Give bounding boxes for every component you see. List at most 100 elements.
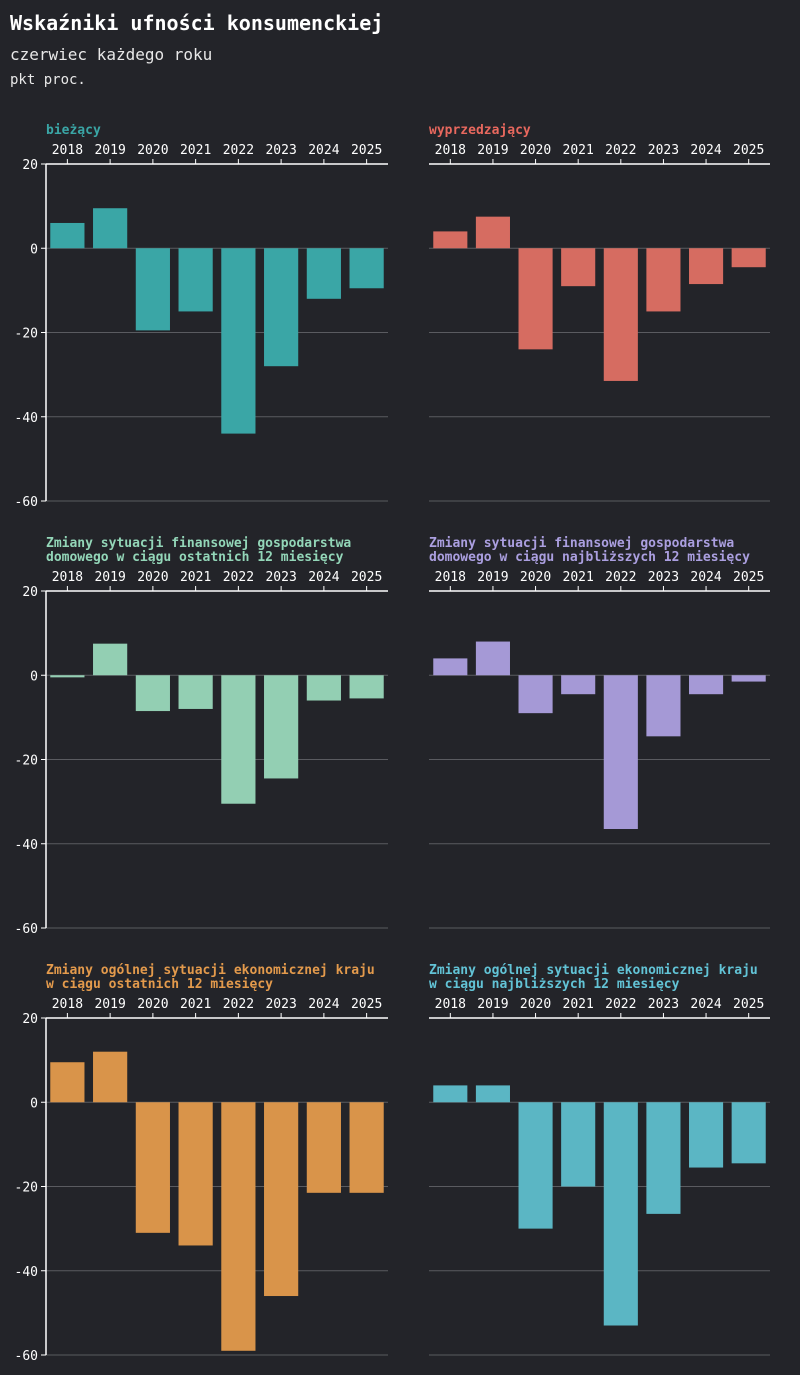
bar	[93, 208, 128, 249]
bar	[689, 675, 724, 695]
bar	[135, 1102, 170, 1233]
x-tick-label: 2019	[94, 997, 125, 1012]
x-tick-label: 2020	[520, 997, 551, 1012]
bar	[561, 1102, 596, 1187]
bar	[475, 1085, 510, 1103]
x-tick-label: 2018	[435, 570, 466, 585]
bar	[603, 675, 638, 830]
bar	[306, 248, 341, 299]
bar	[603, 248, 638, 381]
x-tick-label: 2018	[52, 570, 83, 585]
bar	[433, 1085, 468, 1103]
bar	[518, 248, 553, 350]
bar	[50, 222, 85, 249]
x-tick-label: 2018	[435, 997, 466, 1012]
x-tick-label: 2023	[648, 570, 679, 585]
unit-label: pkt proc.	[10, 72, 86, 88]
x-tick-label: 2022	[605, 997, 636, 1012]
x-tick-label: 2020	[520, 570, 551, 585]
panel-title: Zmiany sytuacji finansowej gospodarstwa	[46, 536, 351, 551]
chart-panel-4: 2018 2019 2020 2021 2022 2023 2024 2025 Zmiany s…	[429, 536, 770, 929]
bar	[221, 1102, 256, 1351]
panel-title: Zmiany ogólnej sytuacji ekonomicznej kra…	[429, 963, 758, 978]
chart-panel-2: 2018 2019 2020 2021 2022 2023 2024 2025 wyprzedz…	[429, 123, 770, 502]
bar	[561, 248, 596, 287]
bar	[646, 248, 681, 312]
y-tick-label: 20	[22, 585, 38, 600]
bar	[135, 248, 170, 331]
bar	[221, 675, 256, 804]
x-tick-label: 2021	[563, 570, 594, 585]
x-tick-label: 2023	[265, 570, 296, 585]
y-tick-label: 20	[22, 158, 38, 173]
x-tick-label: 2022	[223, 143, 254, 158]
x-tick-label: 2022	[223, 997, 254, 1012]
bar	[561, 675, 596, 695]
y-tick-label: -60	[15, 922, 38, 937]
x-tick-label: 2024	[308, 570, 339, 585]
bar	[518, 1102, 553, 1229]
x-tick-label: 2021	[180, 570, 211, 585]
bar	[518, 675, 553, 714]
bar	[689, 248, 724, 285]
bar	[221, 248, 256, 434]
chart-panel-5: 20 0 -20 -40 -60 2018 2019 2020 2021 2022 2023 2024…	[15, 963, 388, 1364]
x-tick-label: 2024	[690, 143, 721, 158]
bar	[264, 1102, 299, 1297]
x-tick-label: 2019	[477, 570, 508, 585]
panel-title: bieżący	[46, 123, 101, 138]
page-title: Wskaźniki ufności konsumenckiej	[10, 11, 384, 35]
chart-panel-6: 2018 2019 2020 2021 2022 2023 2024 2025 Zmiany o…	[429, 963, 770, 1356]
bar	[433, 658, 468, 676]
y-tick-label: 0	[30, 1096, 38, 1111]
chart-panel-3: 20 0 -20 -40 -60 2018 2019 2020 2021 2022 2023 2024…	[15, 536, 388, 937]
y-tick-label: -20	[15, 1181, 38, 1196]
bar	[349, 248, 384, 289]
x-tick-label: 2019	[94, 570, 125, 585]
bar	[475, 216, 510, 249]
bar	[646, 1102, 681, 1214]
x-tick-label: 2022	[605, 143, 636, 158]
bar	[433, 231, 468, 249]
x-tick-label: 2018	[52, 997, 83, 1012]
y-tick-label: -20	[15, 327, 38, 342]
x-tick-label: 2021	[180, 143, 211, 158]
bar	[178, 1102, 213, 1246]
bar	[689, 1102, 724, 1168]
x-tick-label: 2021	[563, 997, 594, 1012]
bar	[306, 675, 341, 701]
x-tick-label: 2024	[308, 143, 339, 158]
x-tick-label: 2025	[733, 143, 764, 158]
panel-title: w ciągu ostatnich 12 miesięcy	[46, 977, 273, 992]
x-tick-label: 2023	[265, 997, 296, 1012]
bar	[349, 675, 384, 699]
x-tick-label: 2018	[435, 143, 466, 158]
panel-title: domowego w ciągu ostatnich 12 miesięcy	[46, 550, 344, 565]
y-tick-label: -40	[15, 1265, 38, 1280]
bar	[93, 1051, 128, 1103]
bar	[731, 675, 766, 682]
x-tick-label: 2025	[733, 570, 764, 585]
x-tick-label: 2025	[351, 143, 382, 158]
y-tick-label: 20	[22, 1012, 38, 1027]
x-tick-label: 2025	[351, 997, 382, 1012]
x-tick-label: 2018	[52, 143, 83, 158]
page-subtitle: czerwiec każdego roku	[10, 45, 213, 64]
x-tick-label: 2024	[690, 997, 721, 1012]
x-tick-label: 2022	[223, 570, 254, 585]
x-tick-label: 2019	[94, 143, 125, 158]
chart-panel-1: 20 0 -20 -40 -60 2018 2019 2020 2021 2022 2023 2024…	[15, 123, 388, 510]
bar	[731, 248, 766, 268]
bar	[475, 641, 510, 676]
x-tick-label: 2024	[308, 997, 339, 1012]
bar	[50, 675, 85, 678]
panel-title: Zmiany ogólnej sytuacji ekonomicznej kra…	[46, 963, 375, 978]
panel-title: w ciągu najbliższych 12 miesięcy	[429, 977, 680, 992]
x-tick-label: 2020	[520, 143, 551, 158]
x-tick-label: 2025	[733, 997, 764, 1012]
x-tick-label: 2019	[477, 997, 508, 1012]
x-tick-label: 2020	[137, 997, 168, 1012]
x-tick-label: 2023	[648, 143, 679, 158]
x-tick-label: 2023	[265, 143, 296, 158]
